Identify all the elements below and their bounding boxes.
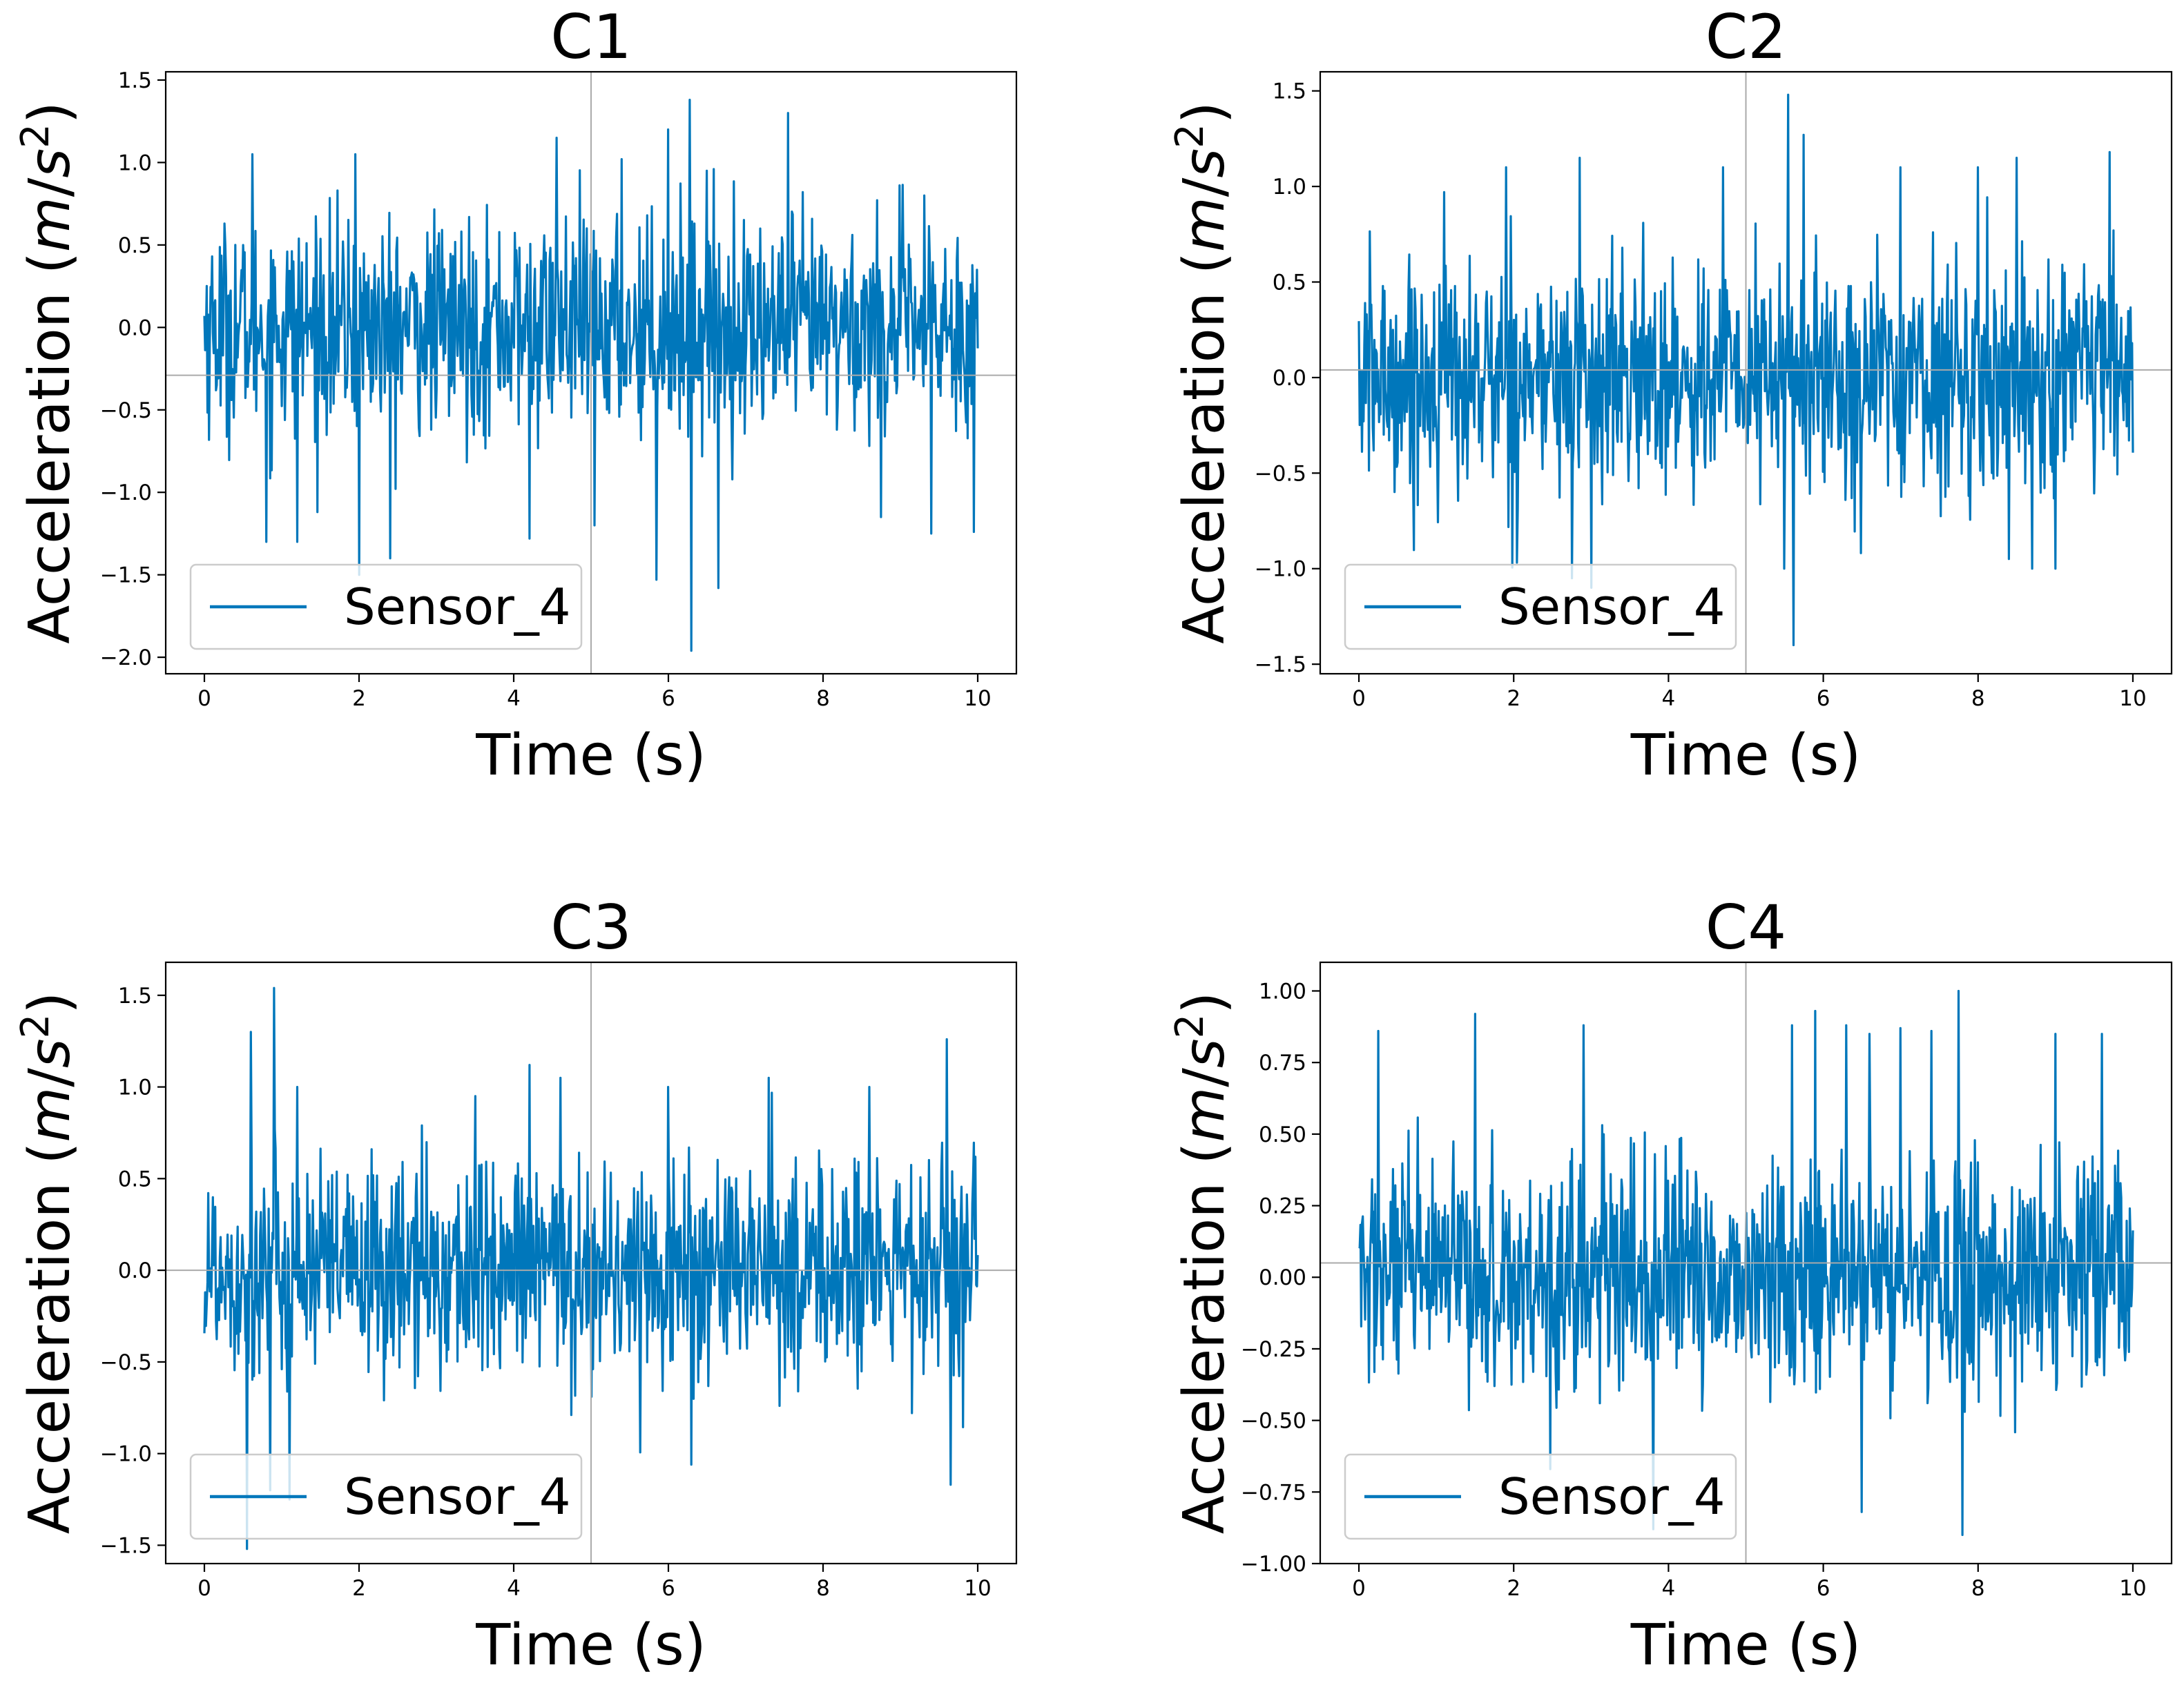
x-tick-label: 4	[1662, 686, 1676, 711]
y-tick-label: 1.0	[1273, 175, 1306, 200]
x-tick-label: 0	[1352, 686, 1366, 711]
x-tick-label: 8	[816, 1576, 830, 1601]
x-tick-label: 2	[1507, 1576, 1520, 1601]
legend: Sensor_4	[189, 563, 583, 650]
y-tick-label: −0.5	[1255, 461, 1306, 486]
x-tick-label: 8	[1971, 686, 1985, 711]
y-tick-label: 1.0	[118, 1076, 152, 1100]
x-tick-label: 2	[352, 686, 366, 711]
y-tick-label: 1.00	[1259, 979, 1306, 1004]
x-tick-label: 2	[352, 1576, 366, 1601]
panel-c1: 0 2 4 6 8 10 −2.0 −1.5 −1.0 −0.5 0.0 0.5 1.0 1.5 C1 Tim…	[13, 1, 1018, 788]
x-tick-label: 0	[197, 686, 211, 711]
x-tick-label: 10	[964, 1576, 991, 1601]
y-tick-label: 1.0	[118, 150, 152, 175]
y-tick-label: 0.0	[118, 1258, 152, 1283]
legend: Sensor_4	[1344, 1453, 1737, 1540]
y-tick-label: 0.0	[1273, 366, 1306, 391]
y-tick-label: −0.50	[1241, 1409, 1306, 1434]
legend-label: Sensor_4	[1498, 1468, 1726, 1526]
x-tick-label: 0	[1352, 1576, 1366, 1601]
y-tick-label: −1.00	[1241, 1552, 1306, 1577]
x-tick-label: 4	[507, 686, 521, 711]
panel-title: C3	[550, 892, 631, 963]
panel-c4: 0 2 4 6 8 10 −1.00 −0.75 −0.50 −0.25 0.00 0.25 0.50 0…	[1168, 892, 2173, 1678]
legend: Sensor_4	[189, 1453, 583, 1540]
panel-c3: 0 2 4 6 8 10 −1.5 −1.0 −0.5 0.0 0.5 1.0 1.5 C3 Time (s…	[13, 892, 1018, 1678]
x-tick-label: 4	[507, 1576, 521, 1601]
y-tick-label: 0.5	[1273, 271, 1306, 295]
y-tick-label: 0.25	[1259, 1194, 1306, 1219]
y-tick-label: 1.5	[118, 984, 152, 1009]
x-tick-label: 6	[1817, 686, 1830, 711]
x-tick-label: 4	[1662, 1576, 1676, 1601]
x-axis-label: Time (s)	[1630, 723, 1861, 788]
x-tick-label: 6	[661, 686, 675, 711]
legend-label: Sensor_4	[344, 578, 571, 636]
y-axis-label: Acceleration (m/s2)	[13, 992, 83, 1535]
y-tick-label: −0.25	[1241, 1337, 1306, 1362]
y-axis-label: Acceleration (m/s2)	[1168, 101, 1237, 644]
legend-box	[1344, 1453, 1737, 1540]
panel-title: C1	[550, 1, 631, 72]
x-axis-label: Time (s)	[475, 723, 706, 788]
y-tick-label: 0.0	[118, 315, 152, 340]
legend-box	[1344, 563, 1737, 650]
y-tick-label: −2.0	[100, 645, 152, 670]
x-tick-label: 8	[1971, 1576, 1985, 1601]
y-tick-label: −1.0	[1255, 557, 1306, 582]
x-tick-label: 6	[1817, 1576, 1830, 1601]
axes-frame	[1319, 961, 2173, 1565]
y-tick-label: −1.5	[100, 563, 152, 588]
y-tick-label: 1.5	[1273, 79, 1306, 104]
axes-frame	[1319, 70, 2173, 675]
y-tick-label: −1.5	[100, 1533, 152, 1558]
y-tick-label: −0.75	[1241, 1480, 1306, 1505]
axes-frame	[164, 70, 1018, 675]
x-tick-label: 0	[197, 1576, 211, 1601]
x-tick-label: 10	[964, 686, 991, 711]
y-axis-label: Acceleration (m/s2)	[1168, 992, 1237, 1535]
panel-c2: 0 2 4 6 8 10 −1.5 −1.0 −0.5 0.0 0.5 1.0 1.5 C2 Time (s…	[1168, 1, 2173, 788]
y-tick-label: −0.5	[100, 398, 152, 423]
x-axis-label: Time (s)	[475, 1613, 706, 1678]
y-tick-label: −0.5	[100, 1350, 152, 1375]
x-axis-label: Time (s)	[1630, 1613, 1861, 1678]
x-tick-label: 6	[661, 1576, 675, 1601]
y-tick-label: −1.0	[100, 1442, 152, 1467]
y-tick-label: 1.5	[118, 68, 152, 93]
y-tick-label: 0.5	[118, 1167, 152, 1191]
y-tick-label: −1.0	[100, 480, 152, 505]
y-tick-label: 0.75	[1259, 1051, 1306, 1076]
y-tick-label: 0.5	[118, 233, 152, 258]
legend: Sensor_4	[1344, 563, 1737, 650]
y-axis-label: Acceleration (m/s2)	[13, 101, 83, 644]
x-tick-label: 10	[2119, 1576, 2146, 1601]
y-tick-label: 0.50	[1259, 1122, 1306, 1147]
legend-box	[189, 563, 583, 650]
legend-box	[189, 1453, 583, 1540]
x-tick-label: 10	[2119, 686, 2146, 711]
panel-title: C4	[1705, 892, 1786, 963]
panel-title: C2	[1705, 1, 1786, 72]
legend-label: Sensor_4	[1498, 578, 1726, 636]
y-tick-label: −1.5	[1255, 652, 1306, 677]
axes-frame	[164, 961, 1018, 1565]
legend-label: Sensor_4	[344, 1468, 571, 1526]
y-tick-label: 0.00	[1259, 1265, 1306, 1290]
x-tick-label: 2	[1507, 686, 1520, 711]
x-tick-label: 8	[816, 686, 830, 711]
